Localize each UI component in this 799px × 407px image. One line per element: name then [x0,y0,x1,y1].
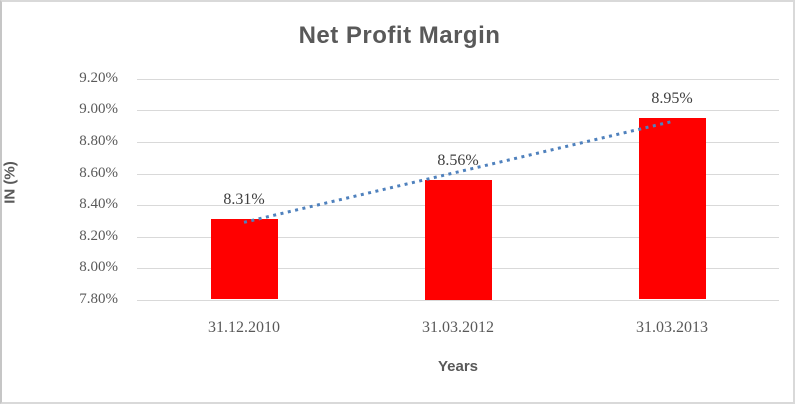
x-axis-title: Years [437,358,479,375]
y-tick-label: 7.80% [79,291,118,307]
y-tick-label: 9.20% [79,70,118,86]
data-label: 8.95% [651,90,693,107]
y-tick-label: 8.20% [79,228,118,244]
gridline [137,79,779,80]
gridline [137,300,779,301]
y-tick-label: 9.00% [79,101,118,117]
chart-title: Net Profit Margin [298,22,501,49]
y-tick-label: 8.80% [79,133,118,149]
gridline [137,110,779,111]
y-tick-label: 8.60% [79,165,118,181]
data-label: 8.56% [437,152,479,169]
y-tick-label: 8.00% [79,259,118,275]
data-label: 8.31% [223,191,265,208]
bar [211,219,278,299]
y-tick-label: 8.40% [79,196,118,212]
x-tick-label: 31.03.2013 [636,319,708,336]
x-tick-label: 31.12.2010 [208,319,280,336]
bar [425,180,492,300]
x-tick-label: 31.03.2012 [422,319,494,336]
bar [639,118,706,299]
